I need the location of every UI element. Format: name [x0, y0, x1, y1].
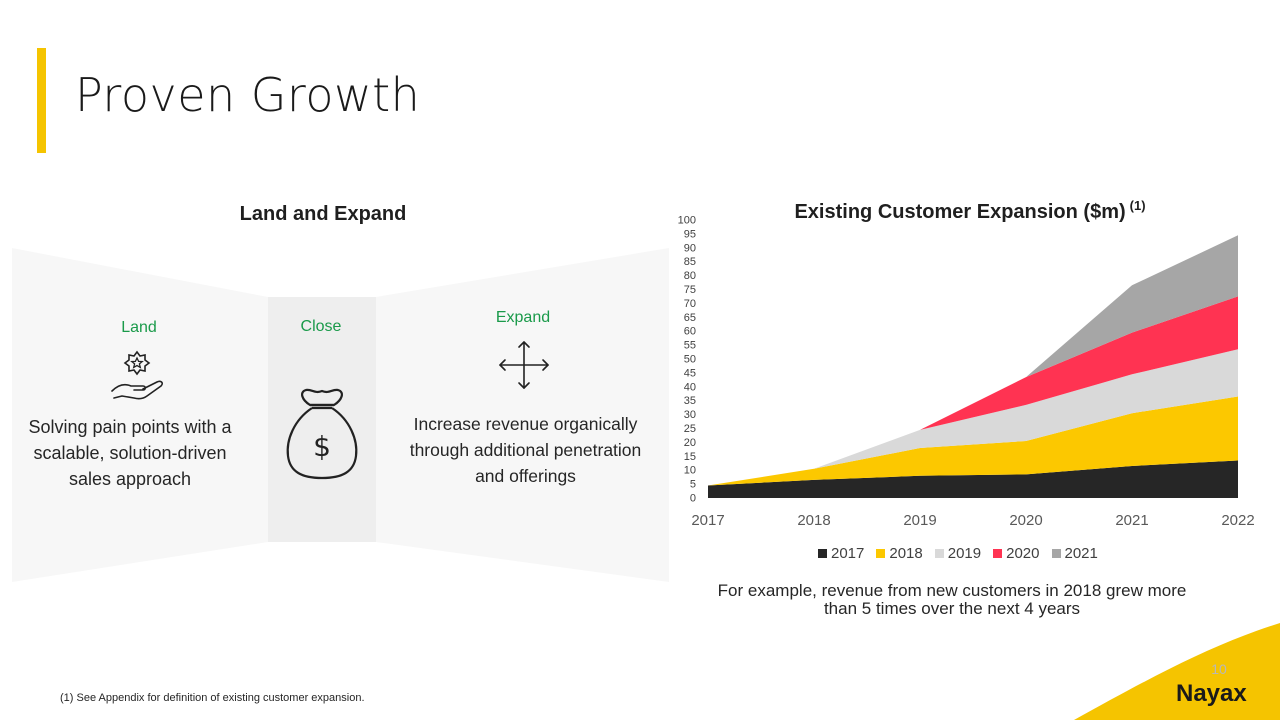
legend-swatch	[934, 549, 944, 558]
y-tick-label: 40	[684, 381, 696, 393]
legend-item-2017: 2017	[818, 545, 864, 562]
y-tick-label: 30	[684, 409, 696, 421]
area-series-2020	[920, 296, 1238, 430]
y-tick-label: 80	[684, 270, 696, 282]
area-series-2021	[1026, 235, 1238, 378]
y-tick-label: 25	[684, 423, 696, 435]
legend-item-2019: 2019	[934, 545, 982, 562]
page-number: 10	[1211, 661, 1227, 677]
y-tick-label: 70	[684, 298, 696, 310]
close-label: Close	[300, 318, 342, 335]
corner-accent-shape	[1074, 623, 1280, 720]
y-tick-label: 5	[690, 479, 696, 491]
legend-item-2018: 2018	[876, 545, 923, 562]
title-accent-bar	[37, 48, 46, 153]
x-tick-label: 2019	[903, 512, 936, 529]
land-description: Solving pain points with a scalable, sol…	[28, 417, 232, 489]
page-title: Proven Growth	[75, 68, 421, 122]
y-tick-label: 95	[684, 228, 696, 240]
hand-star-icon	[111, 350, 163, 400]
chart-title-text: Existing Customer Expansion ($m)	[794, 201, 1126, 223]
x-tick-label: 2022	[1221, 512, 1254, 529]
legend-label: 2021	[1064, 545, 1098, 562]
chart-note: For example, revenue from new customers …	[717, 581, 1187, 618]
legend-swatch	[993, 549, 1003, 558]
y-tick-label: 55	[684, 340, 696, 352]
area-series-2017	[708, 460, 1238, 498]
y-tick-label: 0	[690, 493, 696, 505]
legend-swatch	[1051, 549, 1061, 558]
expand-panel	[376, 248, 669, 582]
expand-description: Increase revenue organically through add…	[409, 414, 642, 486]
x-tick-label: 2021	[1115, 512, 1148, 529]
money-bag-icon: $	[286, 388, 358, 480]
close-panel	[268, 297, 376, 542]
land-panel	[12, 248, 268, 582]
chart-title: Existing Customer Expansion ($m) (1)	[760, 198, 1180, 224]
y-tick-label: 15	[684, 451, 696, 463]
x-tick-label: 2020	[1009, 512, 1042, 529]
y-tick-label: 35	[684, 395, 696, 407]
area-series-2019	[814, 349, 1238, 469]
legend-label: 2017	[831, 545, 865, 562]
area-series-2018	[708, 396, 1238, 486]
y-tick-label: 90	[684, 242, 696, 254]
y-tick-label: 50	[684, 354, 696, 366]
legend-label: 2020	[1006, 545, 1040, 562]
x-tick-label: 2017	[691, 512, 724, 529]
y-tick-label: 100	[678, 215, 696, 227]
chart-title-footnote-ref: (1)	[1129, 198, 1146, 213]
svg-text:$: $	[313, 430, 331, 463]
legend-label: 2019	[947, 545, 982, 562]
x-tick-label: 2018	[797, 512, 830, 529]
y-tick-label: 60	[684, 326, 696, 338]
nayax-logo: Nayax	[1176, 680, 1247, 707]
expand-label: Expand	[495, 309, 551, 326]
legend-item-2020: 2020	[993, 545, 1040, 562]
legend-label: 2018	[889, 545, 923, 562]
land-label: Land	[121, 319, 157, 336]
y-tick-label: 45	[684, 367, 696, 379]
chart-legend: 2017 2018 2019 2020 2021	[818, 545, 1098, 562]
four-arrows-icon	[499, 341, 549, 389]
land-expand-heading: Land and Expand	[239, 203, 407, 225]
land-expand-panel	[12, 248, 669, 582]
y-tick-label: 20	[684, 437, 696, 449]
legend-item-2021: 2021	[1051, 545, 1098, 562]
legend-swatch	[818, 549, 827, 558]
y-tick-label: 65	[684, 312, 696, 324]
y-tick-label: 85	[684, 256, 696, 268]
x-axis: 2017 2018 2019 2020 2021 2022	[691, 512, 1254, 529]
footnote: (1) See Appendix for definition of exist…	[60, 692, 365, 704]
y-tick-label: 75	[684, 284, 696, 296]
y-tick-label: 10	[684, 465, 696, 477]
legend-swatch	[876, 549, 886, 558]
chart-areas	[708, 235, 1238, 498]
